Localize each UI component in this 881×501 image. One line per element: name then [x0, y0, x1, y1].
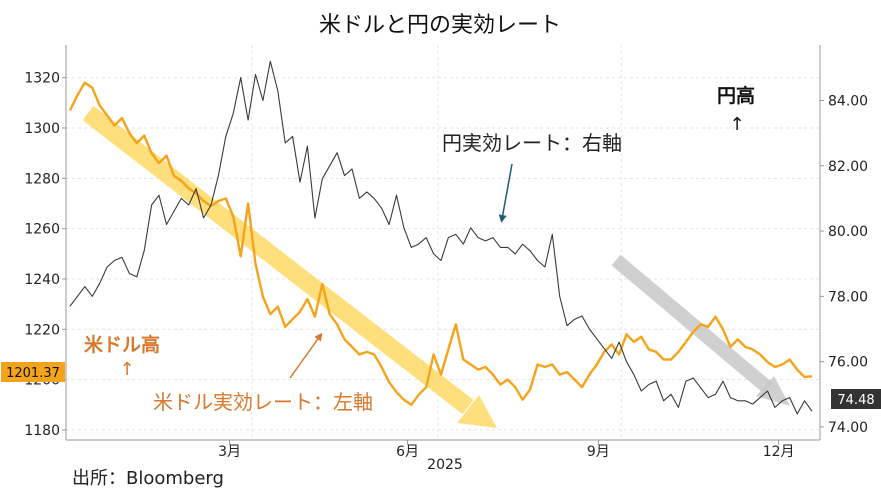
right-last-value: 74.48	[837, 393, 874, 408]
usd-series-label: 米ドル実効レート：左軸	[153, 390, 373, 414]
left-tick-label: 1220	[24, 322, 60, 338]
usd-series-line	[68, 81, 813, 406]
right-tick-label: 80.00	[828, 224, 868, 240]
jpy-trend-arrow	[611, 254, 790, 406]
left-tick-label: 1280	[24, 171, 60, 187]
right-last-value-tag: 74.48	[831, 389, 881, 409]
left-tick-label: 1180	[24, 423, 60, 439]
x-year-label: 2025	[427, 457, 463, 473]
usd-strong-label: 米ドル高	[84, 333, 160, 356]
jpy-strong-label: 円高	[717, 84, 755, 107]
left-last-value: 1201.37	[6, 366, 60, 381]
right-tick-label: 82.00	[828, 159, 868, 175]
chart-title: 米ドルと円の実効レート	[319, 13, 561, 38]
x-tick-label: 12月	[763, 444, 795, 460]
jpy-series-label: 円実効レート：右軸	[442, 131, 622, 155]
left-tick-label: 1320	[24, 71, 60, 87]
usd-trend-arrow	[82, 105, 497, 428]
x-tick-label: 9月	[587, 444, 610, 460]
source-label: 出所：Bloomberg	[72, 468, 224, 489]
left-tick-label: 1260	[24, 222, 60, 238]
left-tick-label: 1300	[24, 121, 60, 137]
jpy-series-line	[69, 60, 813, 415]
left-tick-label: 1240	[24, 272, 60, 288]
usd-strong-arrow: ↑	[119, 359, 134, 380]
right-tick-label: 76.00	[828, 355, 868, 371]
x-tick-label: 6月	[396, 444, 419, 460]
left-last-value-tag: 1201.37	[1, 362, 65, 382]
usd-label-pointer	[289, 332, 323, 379]
right-tick-label: 78.00	[828, 289, 868, 305]
jpy-strong-arrow: ↑	[729, 114, 744, 135]
right-tick-label: 84.00	[828, 93, 868, 109]
jpy-label-pointer	[498, 163, 513, 223]
x-tick-label: 3月	[218, 444, 241, 460]
right-tick-label: 74.00	[828, 420, 868, 436]
